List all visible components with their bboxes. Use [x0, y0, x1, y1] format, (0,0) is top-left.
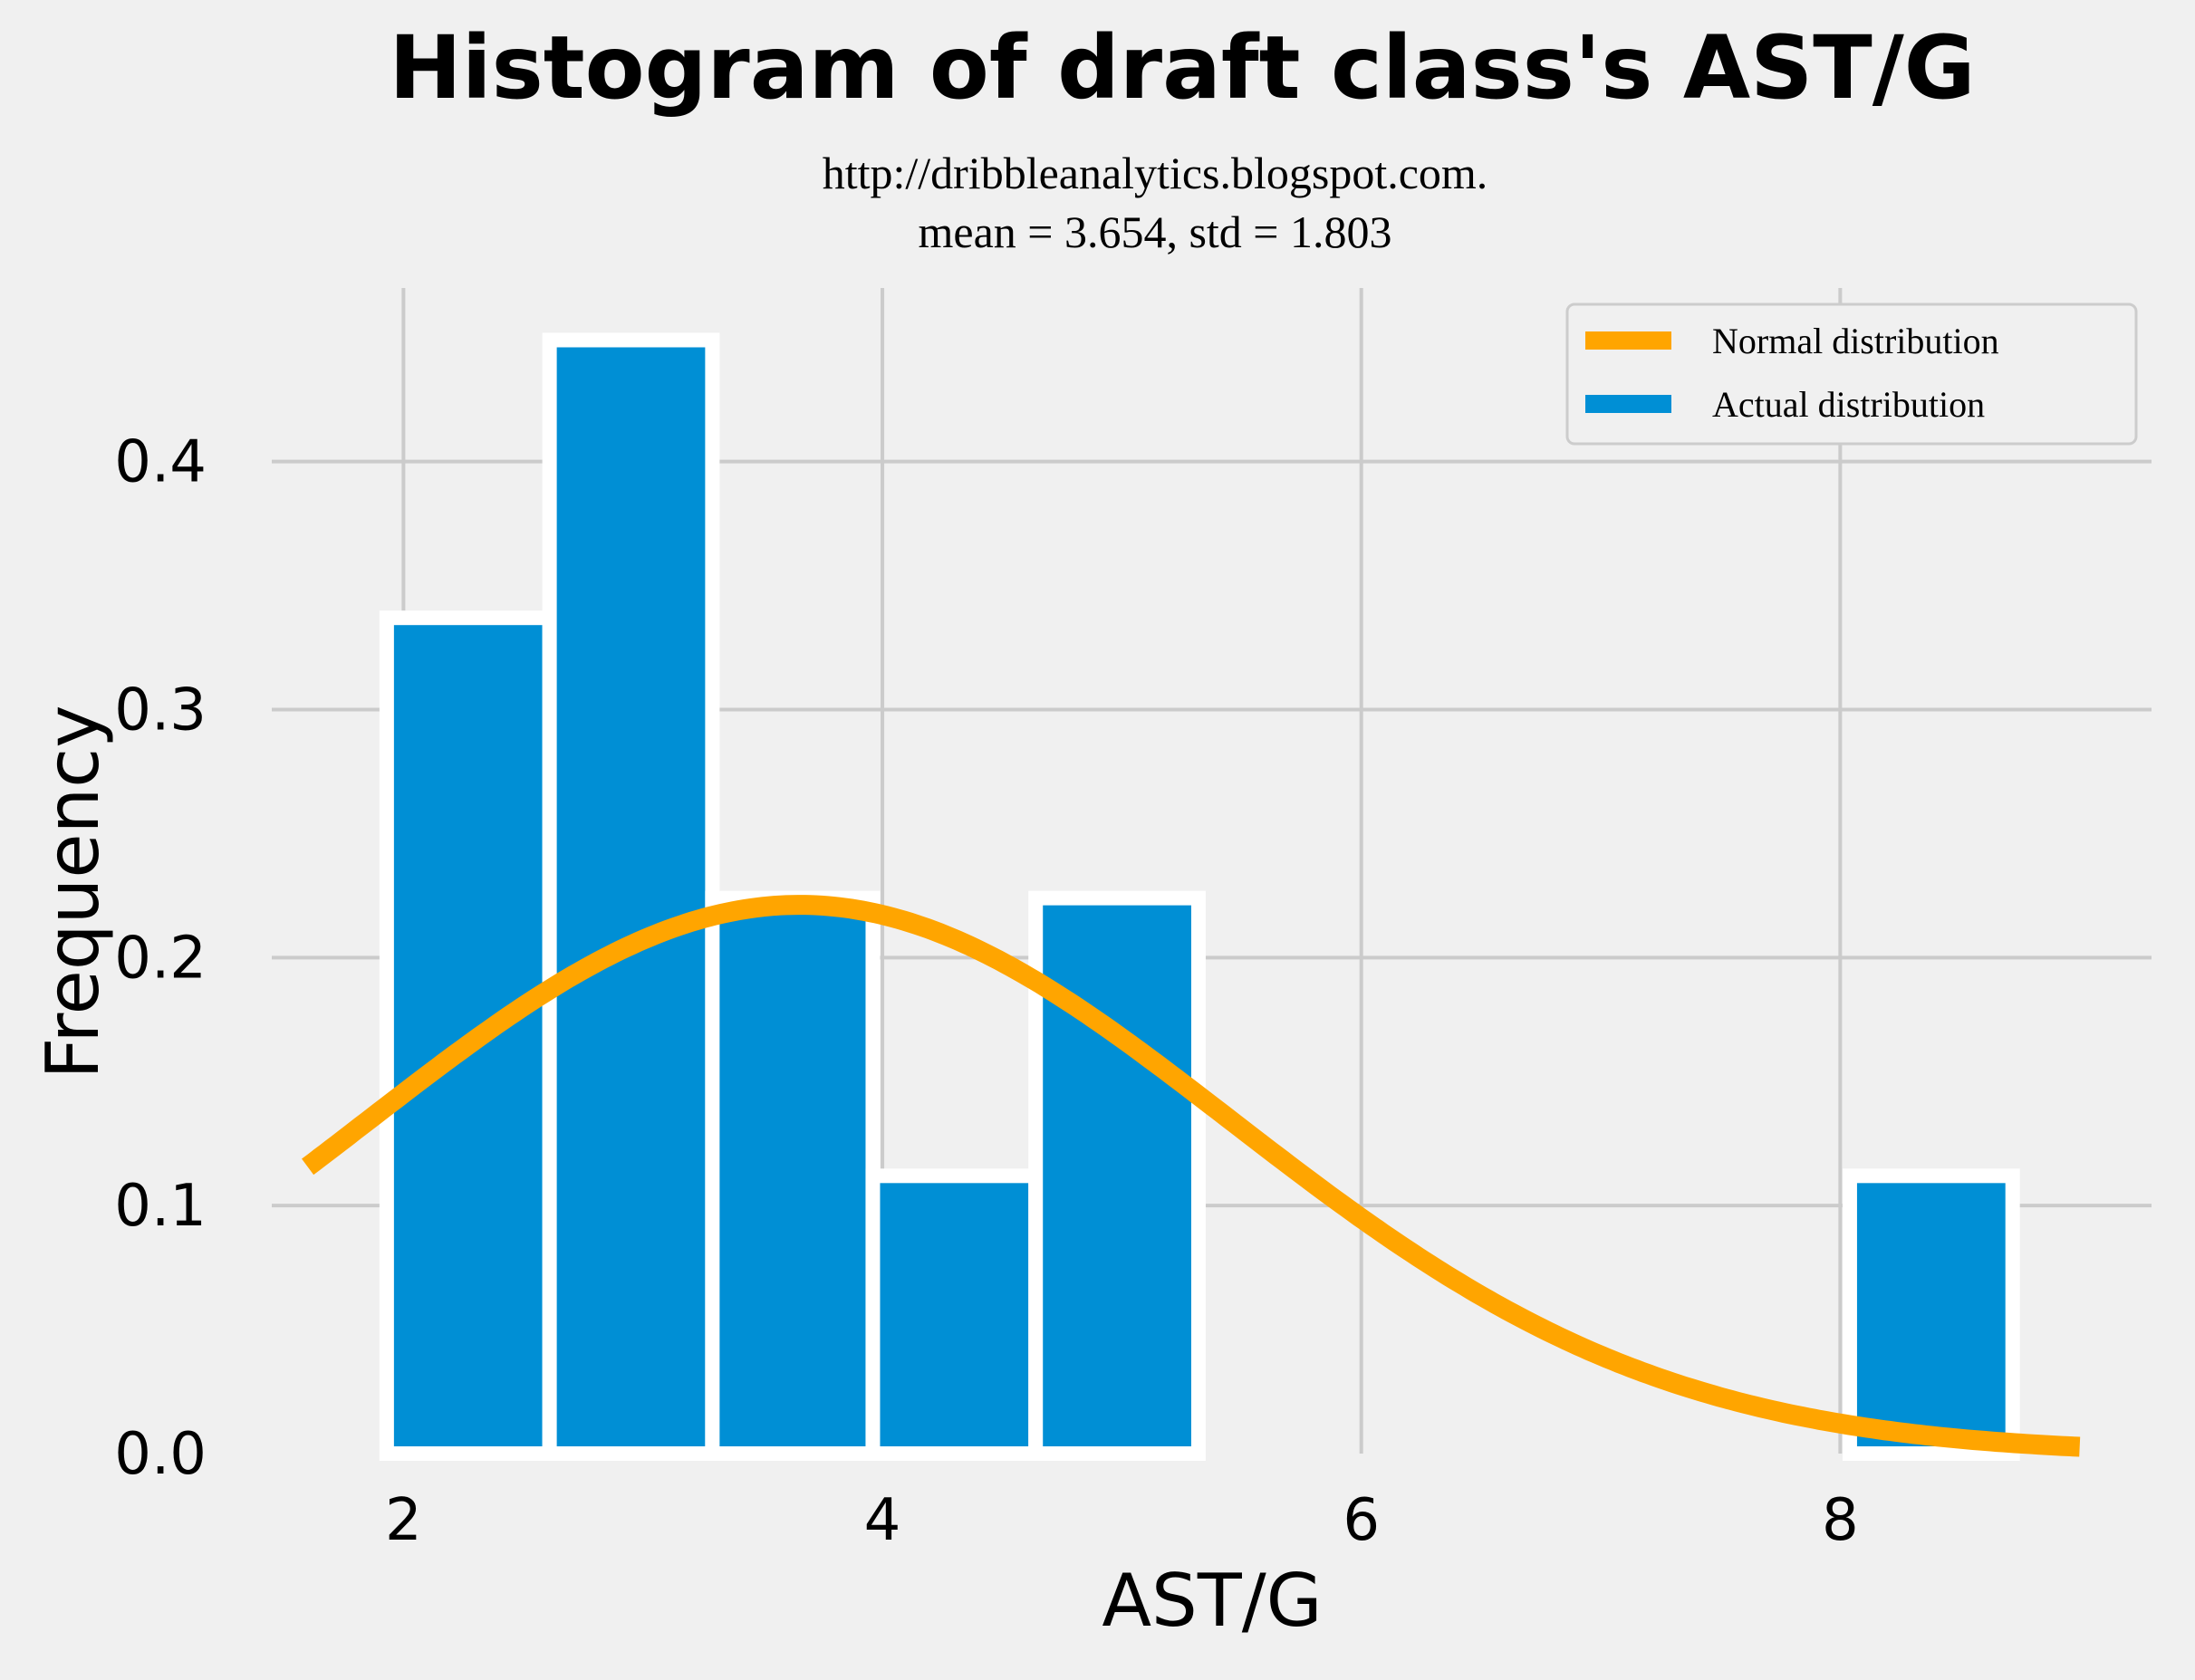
histogram-bar	[542, 332, 720, 1461]
chart-subtitle: http://dribbleanalytics.blogspot.com.	[823, 148, 1488, 198]
x-tick-label: 6	[1343, 1487, 1380, 1554]
normal-distribution-curve	[302, 895, 2081, 1457]
histogram-bar	[1842, 1168, 2020, 1462]
legend: Normal distribution Actual distribution	[1565, 302, 2138, 446]
x-tick-label: 2	[385, 1487, 422, 1554]
x-tick-label: 4	[864, 1487, 901, 1554]
tick-labels: 2 4 6 8 0.0 0.1 0.2 0.3 0.4	[114, 429, 1859, 1554]
x-tick-label: 8	[1822, 1487, 1859, 1554]
y-axis-label: Frequency	[31, 705, 115, 1079]
legend-label-actual: Actual distribution	[1712, 384, 1985, 425]
chart-stats: mean = 3.654, std = 1.803	[918, 206, 1391, 257]
legend-box	[1565, 302, 2138, 446]
y-tick-label: 0.0	[114, 1421, 207, 1488]
chart-title: Histogram of draft class's AST/G	[389, 17, 1975, 119]
y-tick-label: 0.1	[114, 1173, 207, 1240]
histogram-bar	[865, 1168, 1044, 1462]
legend-label-normal: Normal distribution	[1712, 321, 1999, 361]
histogram-bar	[1028, 890, 1206, 1461]
y-tick-label: 0.3	[114, 677, 207, 744]
histogram-bars	[379, 332, 2020, 1462]
x-axis-label: AST/G	[1102, 1559, 1322, 1643]
normal-curve-layer	[302, 895, 2081, 1457]
y-tick-label: 0.2	[114, 925, 207, 992]
y-tick-label: 0.4	[114, 429, 207, 496]
histogram-bar	[705, 890, 881, 1461]
